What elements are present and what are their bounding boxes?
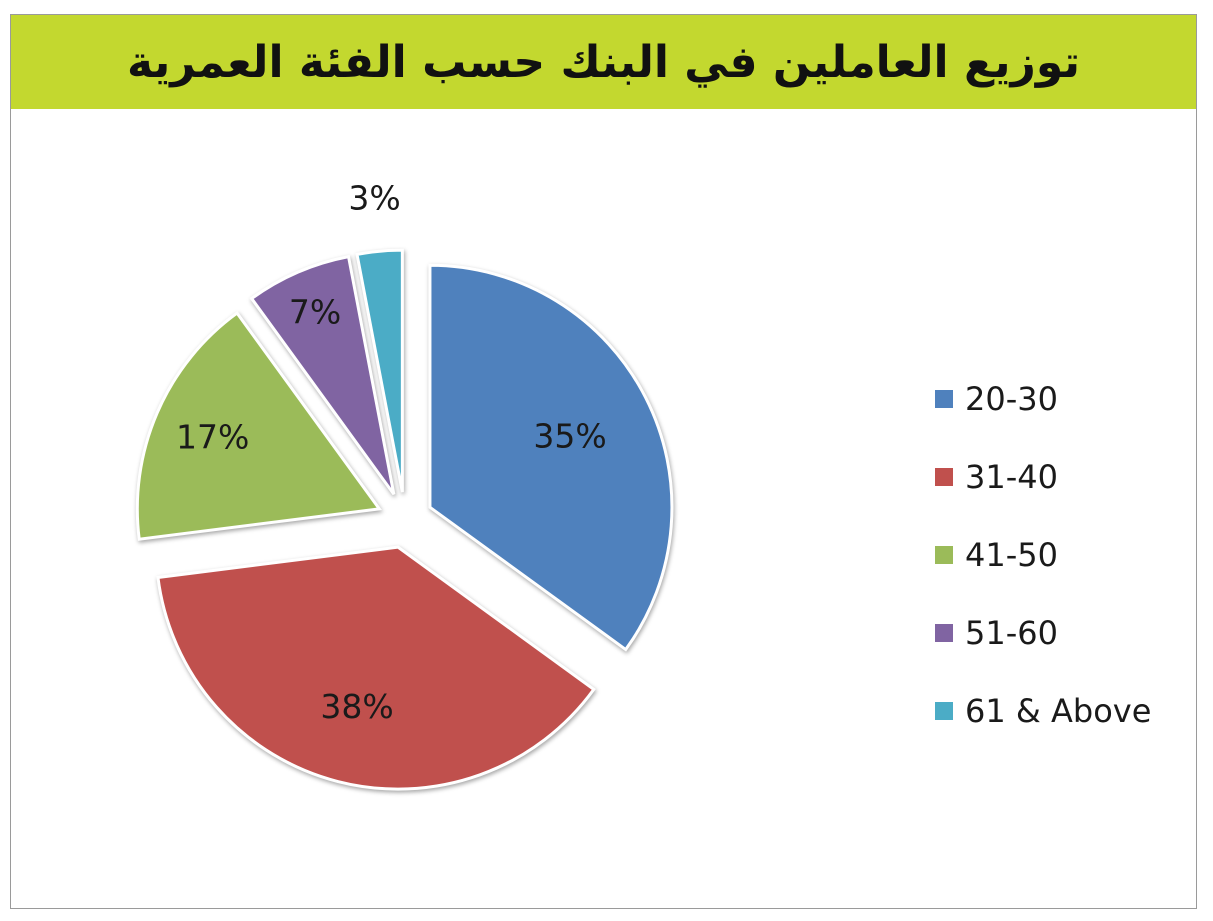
legend-label: 51-60 [965,614,1058,652]
legend-swatch [935,390,953,408]
legend-item: 51-60 [935,594,1151,672]
pie-label-41-50: 17% [176,417,249,456]
legend-item: 41-50 [935,516,1151,594]
legend-swatch [935,624,953,642]
pie-slices [135,248,674,791]
title-bar: توزيع العاملين في البنك حسب الفئة العمري… [11,15,1196,109]
pie-label-31-40: 38% [320,687,393,726]
legend-label: 61 & Above [965,692,1152,730]
legend-swatch [935,468,953,486]
pie-slice-51-60 [249,254,396,496]
legend-item: 31-40 [935,438,1151,516]
pie-slice-31-40 [156,545,596,791]
pie-label-20-30: 35% [533,416,606,455]
pie-slice-20-30 [428,263,674,652]
legend: 20-30 31-40 41-50 51-60 61 & Above [935,360,1151,750]
pie-label-51-60: 7% [289,293,341,332]
pie-labels: 35% 38% 17% 7% 3% [176,179,607,726]
legend-swatch [935,702,953,720]
pie-label-61-above: 3% [348,179,400,218]
legend-label: 20-30 [965,380,1058,418]
legend-label: 31-40 [965,458,1058,496]
pie-slice-61-above [355,248,404,493]
pie-slice-41-50 [135,311,383,541]
legend-item: 61 & Above [935,672,1151,750]
legend-label: 41-50 [965,536,1058,574]
legend-swatch [935,546,953,564]
legend-item: 20-30 [935,360,1151,438]
chart-title: توزيع العاملين في البنك حسب الفئة العمري… [127,36,1080,88]
